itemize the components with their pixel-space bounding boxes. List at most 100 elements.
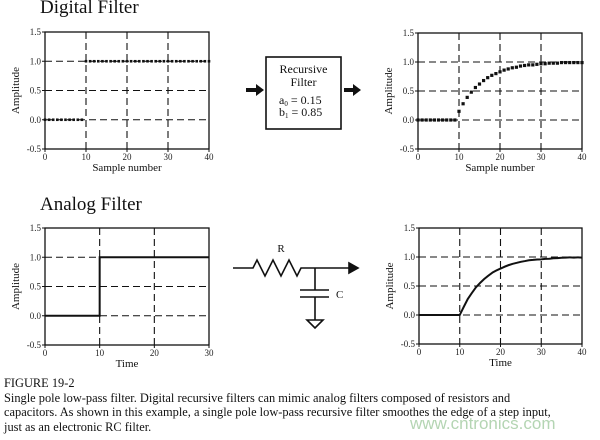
y-tick-label: 1.5 (30, 27, 42, 37)
chart-digital-input: 0 10 20 30 40 1.5 1.0 0.5 0.0 -0.5 Sample number Am… (10, 27, 214, 174)
data-point (146, 59, 149, 63)
capacitor-label: C (336, 289, 343, 301)
data-point (51, 118, 55, 122)
data-point (465, 95, 469, 99)
series-line (45, 256, 209, 317)
y-tick-label: 1.0 (404, 252, 416, 262)
data-point (559, 60, 564, 65)
data-point (523, 63, 527, 68)
x-tick-label: 40 (578, 347, 588, 357)
y-tick-label: -0.5 (401, 339, 416, 349)
data-point (531, 63, 535, 67)
data-point (166, 59, 170, 63)
data-point (129, 59, 133, 63)
data-point (170, 59, 174, 63)
data-point (68, 118, 71, 122)
x-tick-label: 0 (417, 347, 422, 357)
analog-filter-title: Analog Filter (40, 194, 142, 215)
data-point (109, 59, 112, 63)
data-point (428, 118, 432, 122)
output-arrow-head-icon (348, 261, 360, 275)
data-point (92, 59, 96, 63)
data-point (498, 70, 502, 74)
data-point (187, 59, 190, 63)
recursive-filter-box (265, 56, 342, 130)
data-point (502, 68, 506, 72)
data-point (64, 118, 67, 122)
data-point (555, 61, 559, 65)
data-point (441, 118, 445, 122)
data-point (179, 59, 182, 63)
x-tick-label: 10 (455, 152, 465, 162)
data-point (158, 59, 162, 63)
data-point (453, 118, 457, 122)
data-point (43, 118, 47, 122)
digital-filter-title: Digital Filter (40, 0, 139, 18)
data-point (506, 67, 510, 71)
data-point (150, 59, 153, 63)
x-tick-label: 20 (150, 348, 160, 358)
recursive-filter-block: Recursive Filter a0 = 0.15 b1 = 0.85 (246, 56, 361, 130)
data-point (142, 59, 145, 63)
data-point (72, 118, 75, 122)
data-point (174, 59, 178, 63)
data-point (117, 59, 121, 63)
x-tick-label: 30 (537, 347, 547, 357)
data-point (482, 78, 486, 83)
y-tick-label: 0.0 (30, 311, 42, 321)
data-point (56, 118, 59, 122)
x-tick-label: 10 (455, 347, 465, 357)
data-point (84, 59, 88, 63)
y-axis-label: Amplitude (384, 262, 396, 309)
data-point (133, 59, 137, 63)
data-point (457, 109, 461, 113)
data-point (449, 118, 453, 122)
data-point (432, 118, 436, 122)
data-point (105, 59, 108, 63)
x-tick-label: 10 (95, 348, 105, 358)
x-tick-label: 20 (496, 347, 506, 357)
resistor-label: R (277, 243, 285, 255)
y-tick-label: 0.5 (403, 86, 415, 96)
y-tick-label: 0.5 (30, 282, 42, 292)
resistor-icon (233, 258, 349, 278)
watermark: www.cntronics.com (410, 414, 556, 433)
y-tick-label: 1.5 (403, 28, 415, 38)
y-tick-label: 1.0 (30, 56, 42, 66)
y-tick-label: 1.0 (30, 252, 42, 262)
x-axis-label: Time (116, 358, 139, 370)
x-axis-label: Sample number (465, 162, 535, 174)
ground-icon (305, 319, 325, 330)
x-tick-label: 40 (578, 152, 588, 162)
capacitor-icon (300, 268, 329, 320)
x-tick-label: 20 (496, 152, 506, 162)
data-point (543, 62, 547, 66)
a0-coefficient: a0 = 0.15 (279, 93, 322, 108)
y-tick-label: 1.5 (404, 223, 416, 233)
data-point (416, 118, 420, 122)
x-tick-label: 30 (205, 348, 215, 358)
caption-line: capacitors. As shown in this example, a … (4, 405, 551, 420)
data-point (551, 61, 555, 65)
x-tick-label: 0 (416, 152, 421, 162)
data-point (580, 60, 584, 65)
y-tick-label: 0.0 (404, 310, 416, 320)
x-tick-label: 0 (43, 348, 48, 358)
data-point (539, 62, 543, 66)
rc-circuit (233, 258, 360, 330)
data-point (494, 72, 498, 76)
data-point (183, 59, 186, 63)
data-point (207, 59, 211, 63)
y-tick-label: 1.5 (30, 223, 42, 233)
data-point (469, 90, 473, 94)
data-point (527, 63, 531, 67)
data-point (113, 59, 116, 63)
data-point (125, 59, 129, 63)
series-line (419, 256, 583, 316)
data-point (80, 118, 84, 122)
x-axis-label: Time (489, 357, 512, 369)
caption-line: Single pole low-pass filter. Digital rec… (4, 390, 511, 405)
data-point (564, 60, 568, 65)
data-point (514, 65, 518, 69)
data-point (486, 76, 490, 80)
